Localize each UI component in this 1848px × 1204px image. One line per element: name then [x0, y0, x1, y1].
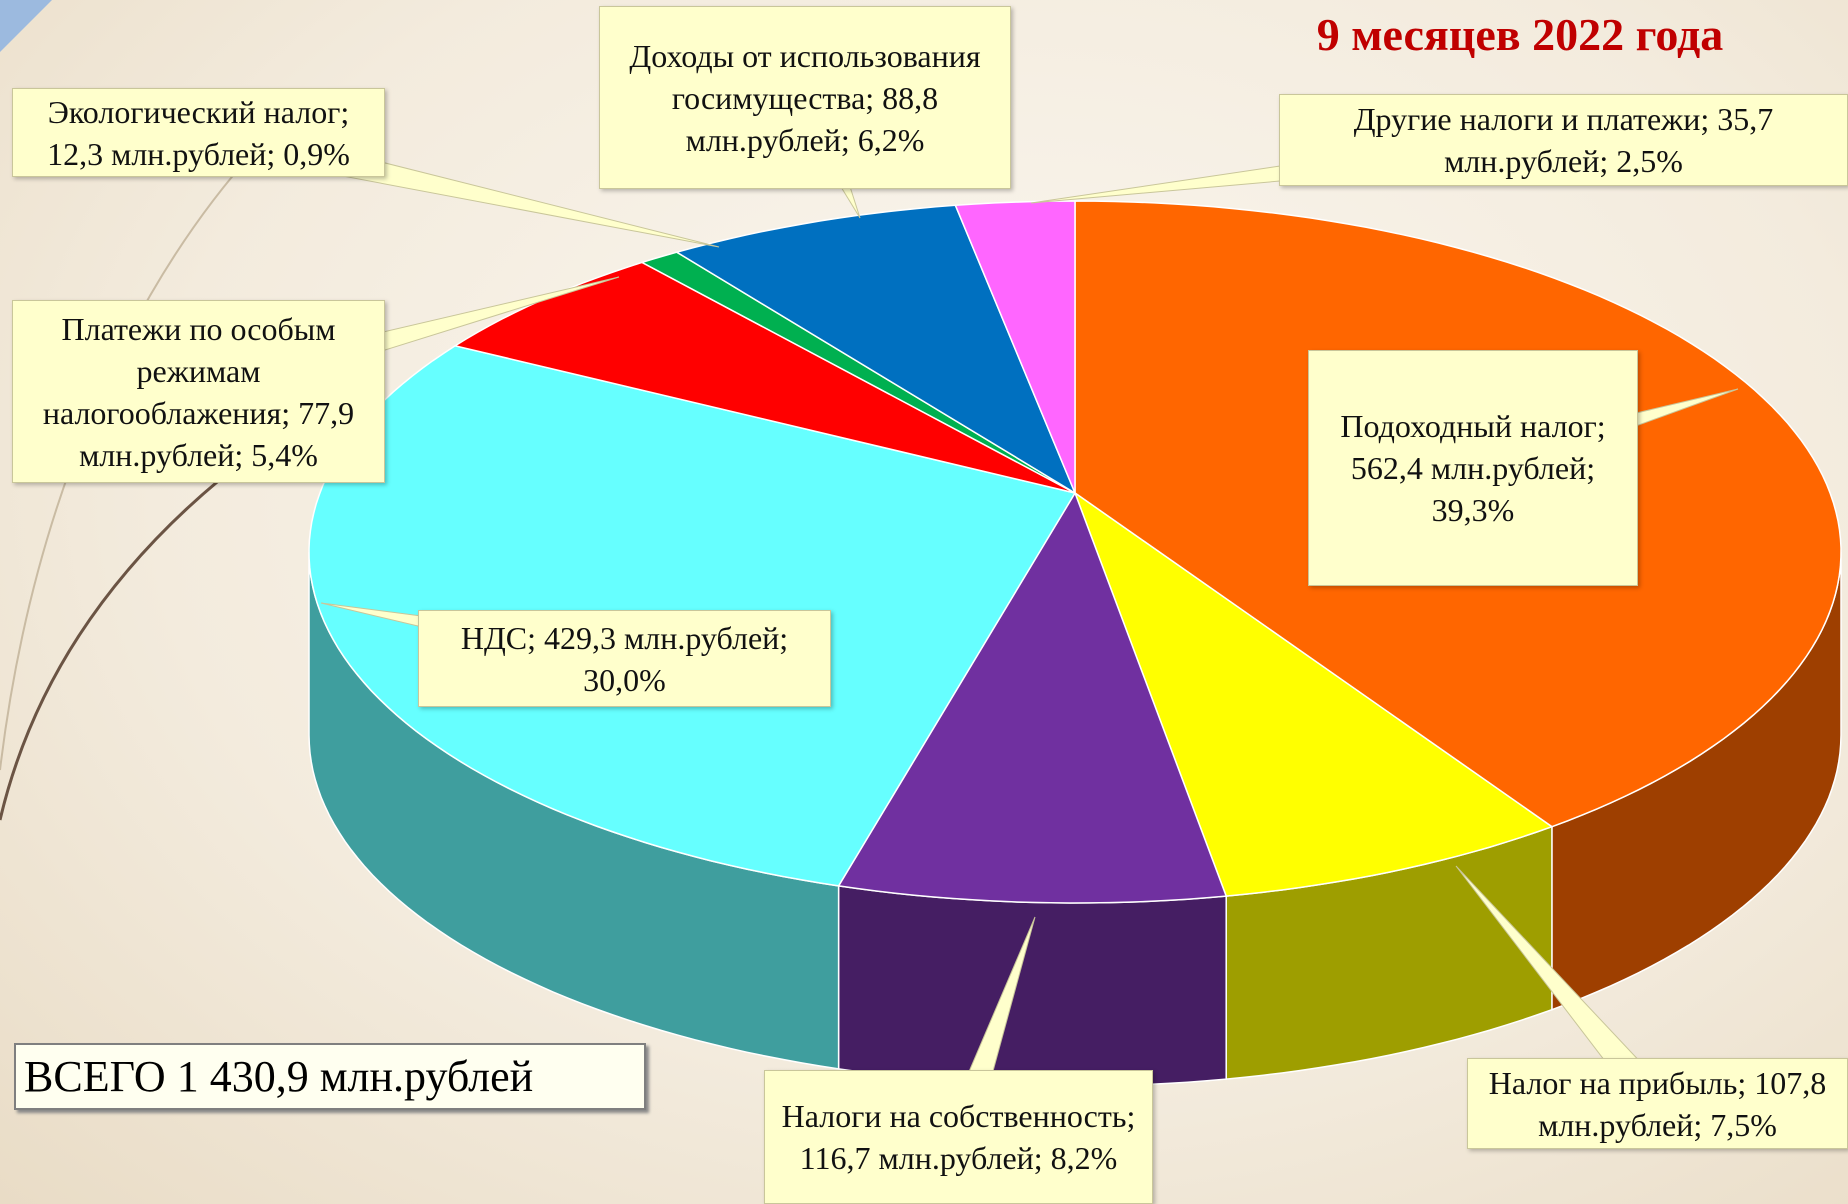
- value-label: 5,4%: [251, 436, 318, 473]
- label-text: Другие налоги и платежи; 35,7 млн.рублей…: [1288, 98, 1839, 182]
- data-label: Налоги на собственность; 116,7 млн.рубле…: [764, 1070, 1153, 1204]
- data-label: Платежи по особым режимам налогооблажени…: [12, 300, 385, 483]
- category-label: Налог на прибыль;: [1488, 1064, 1747, 1101]
- corner-triangle: [0, 0, 52, 52]
- value-label: 8,2%: [1050, 1140, 1118, 1176]
- data-label: Экологический налог; 12,3 млн.рублей; 0,…: [12, 88, 385, 177]
- data-label: Доходы от использования госимущества; 88…: [599, 6, 1011, 189]
- label-text: Налоги на собственность; 116,7 млн.рубле…: [773, 1095, 1144, 1179]
- value-label: 562,4 млн.рублей;: [1350, 450, 1596, 486]
- chart-title: 9 месяцев 2022 года: [1316, 9, 1724, 60]
- value-label: 116,7 млн.рублей;: [799, 1140, 1043, 1176]
- value-label: 2,5%: [1616, 143, 1683, 179]
- category-label: Подоходный налог;: [1340, 408, 1606, 444]
- label-text: НДС; 429,3 млн.рублей; 30,0%: [427, 617, 822, 701]
- slice: [837, 491, 1228, 904]
- value-label: 88,8 млн.рублей;: [685, 79, 939, 158]
- slice: [1073, 490, 1554, 897]
- label-text: Налог на прибыль; 107,8 млн.рублей; 7,5%: [1476, 1062, 1839, 1146]
- value-label: 7,5%: [1710, 1106, 1777, 1143]
- slice: [954, 200, 1076, 494]
- data-label: НДС; 429,3 млн.рублей; 30,0%: [418, 610, 831, 707]
- total-label: ВСЕГО 1 430,9 млн.рублей: [14, 1043, 646, 1110]
- value-label: 39,3%: [1431, 492, 1515, 528]
- data-label: Налог на прибыль; 107,8 млн.рублей; 7,5%: [1467, 1058, 1848, 1149]
- value-label: 77,9 млн.рублей;: [79, 394, 355, 473]
- label-text: Доходы от использования госимущества; 88…: [608, 35, 1002, 161]
- data-label: Подоходный налог; 562,4 млн.рублей; 39,3…: [1308, 350, 1638, 586]
- value-label: 35,7 млн.рублей;: [1444, 101, 1774, 179]
- category-label: Экологический налог;: [47, 93, 350, 130]
- label-text: Подоходный налог; 562,4 млн.рублей; 39,3…: [1317, 405, 1629, 531]
- value-label: 0,9%: [283, 135, 350, 172]
- category-label: Другие налоги и платежи;: [1353, 101, 1710, 137]
- label-text: Платежи по особым режимам налогооблажени…: [21, 308, 376, 476]
- category-label: Доходы от использования госимущества;: [629, 37, 981, 116]
- value-label: 12,3 млн.рублей;: [47, 135, 276, 172]
- data-label: Другие налоги и платежи; 35,7 млн.рублей…: [1279, 94, 1848, 186]
- label-text: Экологический налог; 12,3 млн.рублей; 0,…: [21, 91, 376, 175]
- value-label: 30,0%: [583, 661, 666, 698]
- category-label: НДС;: [460, 619, 536, 656]
- value-label: 429,3 млн.рублей;: [544, 619, 789, 656]
- value-label: 6,2%: [857, 121, 925, 158]
- value-label: 107,8 млн.рублей;: [1538, 1064, 1827, 1143]
- category-label: Платежи по особым режимам налогооблажени…: [42, 310, 336, 431]
- category-label: Налоги на собственность;: [781, 1098, 1136, 1134]
